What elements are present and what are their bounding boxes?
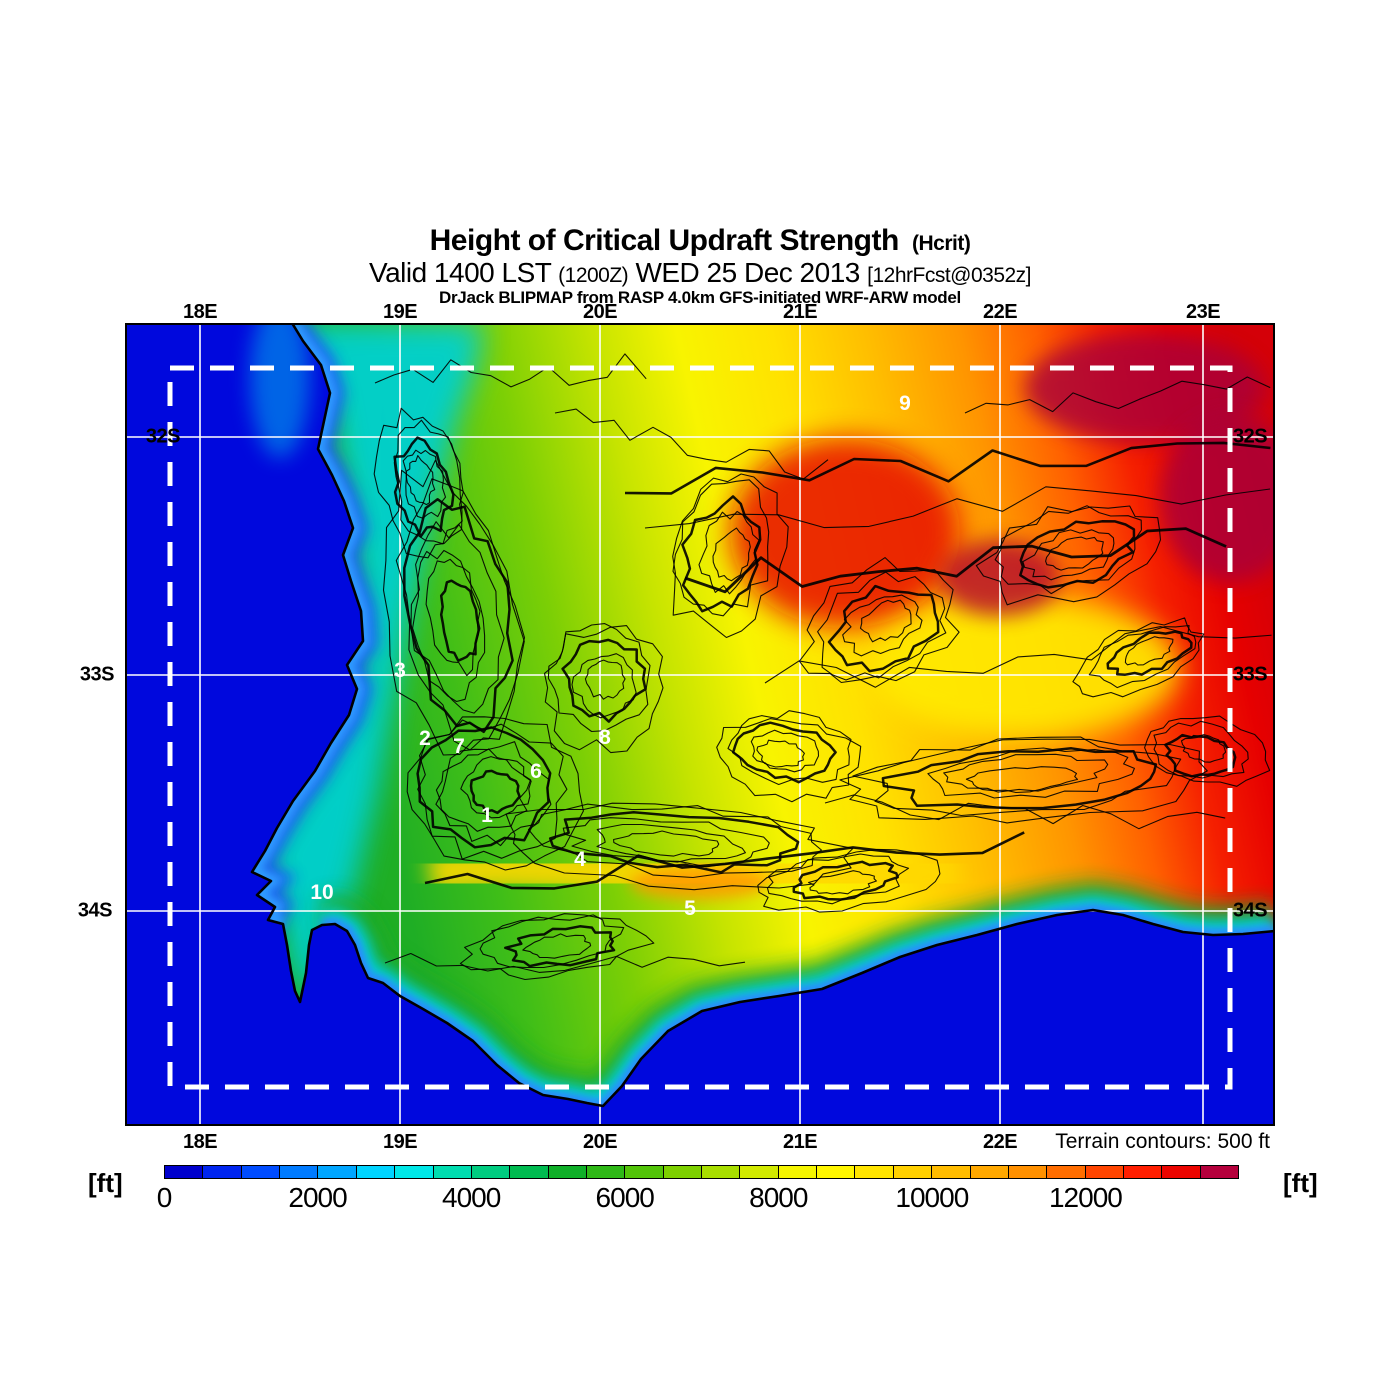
- map-canvas: 1 2 3 4 5 6 7 8 9 10: [125, 298, 1276, 1126]
- colorbar-segment-20: [931, 1165, 971, 1179]
- lon-label-top-22E: 22E: [982, 301, 1018, 323]
- page-title: Height of Critical Updraft Strength (Hcr…: [0, 224, 1400, 258]
- colorbar-segment-18: [854, 1165, 894, 1179]
- site-marker-1: 1: [481, 804, 493, 827]
- colorbar-tick-6000: 6000: [595, 1182, 655, 1213]
- lat-label-right-33S: 33S: [1233, 663, 1268, 686]
- colorbar-unit-right: [ft]: [1283, 1168, 1318, 1198]
- colorbar-tick-12000: 12000: [1048, 1182, 1123, 1213]
- colorbar-segment-12: [624, 1165, 664, 1179]
- site-marker-6: 6: [530, 760, 542, 783]
- colorbar: [164, 1165, 1240, 1179]
- lon-label-top-18E: 18E: [182, 301, 218, 323]
- site-marker-8: 8: [599, 726, 611, 749]
- map-frame: [125, 323, 1275, 1126]
- colorbar-segment-16: [777, 1165, 818, 1179]
- colorbar-segment-15: [739, 1165, 779, 1179]
- colorbar-tick-0: 0: [156, 1182, 173, 1213]
- colorbar-segment-4: [317, 1165, 357, 1179]
- colorbar-segment-19: [892, 1165, 933, 1179]
- site-marker-5: 5: [684, 897, 696, 920]
- lat-label-left-34S: 34S: [77, 899, 113, 922]
- colorbar-segment-23: [1046, 1165, 1086, 1179]
- lat-label-right-32S: 32S: [1233, 425, 1268, 448]
- colorbar-tick-10000: 10000: [895, 1182, 969, 1213]
- lon-label-top-21E: 21E: [782, 301, 818, 323]
- site-markers: 1 2 3 4 5 6 7 8 9 10: [310, 392, 911, 920]
- terrain-contours-note: Terrain contours: 500 ft: [1055, 1130, 1270, 1153]
- site-marker-9: 9: [899, 392, 911, 415]
- valid-small-2: [12hrFcst@0352z]: [867, 264, 1032, 287]
- colorbar-segment-5: [355, 1165, 396, 1179]
- lat-label-left-33S: 33S: [79, 663, 115, 686]
- colorbar-segment-24: [1084, 1165, 1124, 1179]
- colorbar-segment-22: [1007, 1165, 1048, 1179]
- valid-small-1: (1200Z): [558, 264, 629, 287]
- colorbar-tick-2000: 2000: [288, 1182, 347, 1213]
- lon-label-bottom-21E: 21E: [782, 1131, 818, 1153]
- coastline: [250, 322, 1276, 1108]
- forecast-map: 1 2 3 4 5 6 7 8 9 10: [125, 298, 1276, 1126]
- colorbar-segment-25: [1122, 1165, 1163, 1179]
- colorbar-segment-10: [547, 1165, 587, 1179]
- colorbar-segment-26: [1161, 1165, 1201, 1179]
- colorbar-segment-6: [394, 1165, 434, 1179]
- lon-label-bottom-22E: 22E: [982, 1131, 1018, 1153]
- offshore-gradient: [250, 298, 310, 458]
- valid-time-line: Valid 1400 LST (1200Z) WED 25 Dec 2013 […: [0, 257, 1400, 289]
- colorbar-segment-1: [202, 1165, 242, 1179]
- colorbar-segment-0: [164, 1165, 204, 1179]
- title-main: Height of Critical Updraft Strength: [429, 224, 900, 257]
- colorbar-unit-left: [ft]: [88, 1168, 123, 1198]
- colorbar-segment-21: [969, 1165, 1009, 1179]
- lat-label-right-34S: 34S: [1233, 899, 1268, 922]
- colorbar-segment-27: [1199, 1165, 1240, 1179]
- colorbar-segment-13: [662, 1165, 703, 1179]
- colorbar-tick-4000: 4000: [441, 1182, 501, 1213]
- valid-main-1: Valid 1400 LST: [368, 257, 551, 288]
- site-marker-3: 3: [394, 659, 406, 682]
- title-suffix: (Hcrit): [912, 232, 971, 255]
- colorbar-tick-8000: 8000: [749, 1182, 808, 1213]
- colorbar-segment-9: [509, 1165, 549, 1179]
- colorbar-segment-14: [701, 1165, 741, 1179]
- lon-label-top-23E: 23E: [1185, 301, 1221, 323]
- lon-label-top-20E: 20E: [582, 301, 618, 323]
- lon-label-bottom-19E: 19E: [382, 1131, 418, 1153]
- lon-label-bottom-18E: 18E: [182, 1131, 218, 1153]
- valid-main-2: WED 25 Dec 2013: [635, 257, 860, 288]
- site-marker-7: 7: [453, 735, 465, 758]
- colorbar-segment-8: [470, 1165, 511, 1179]
- terrain-contours: [373, 353, 1272, 981]
- lat-label-left-32S: 32S: [145, 425, 181, 448]
- lon-label-bottom-20E: 20E: [582, 1131, 618, 1153]
- colorbar-segment-17: [816, 1165, 856, 1179]
- lon-label-top-19E: 19E: [382, 301, 418, 323]
- colorbar-segment-3: [279, 1165, 319, 1179]
- colorbar-segment-7: [432, 1165, 472, 1179]
- model-source-line: DrJack BLIPMAP from RASP 4.0km GFS-initi…: [439, 288, 961, 307]
- site-marker-10: 10: [310, 881, 333, 904]
- site-marker-4: 4: [574, 848, 586, 871]
- colorbar-segment-2: [240, 1165, 281, 1179]
- site-marker-2: 2: [419, 727, 431, 750]
- model-domain-boundary: [167, 365, 1233, 1090]
- colorbar-segment-11: [585, 1165, 626, 1179]
